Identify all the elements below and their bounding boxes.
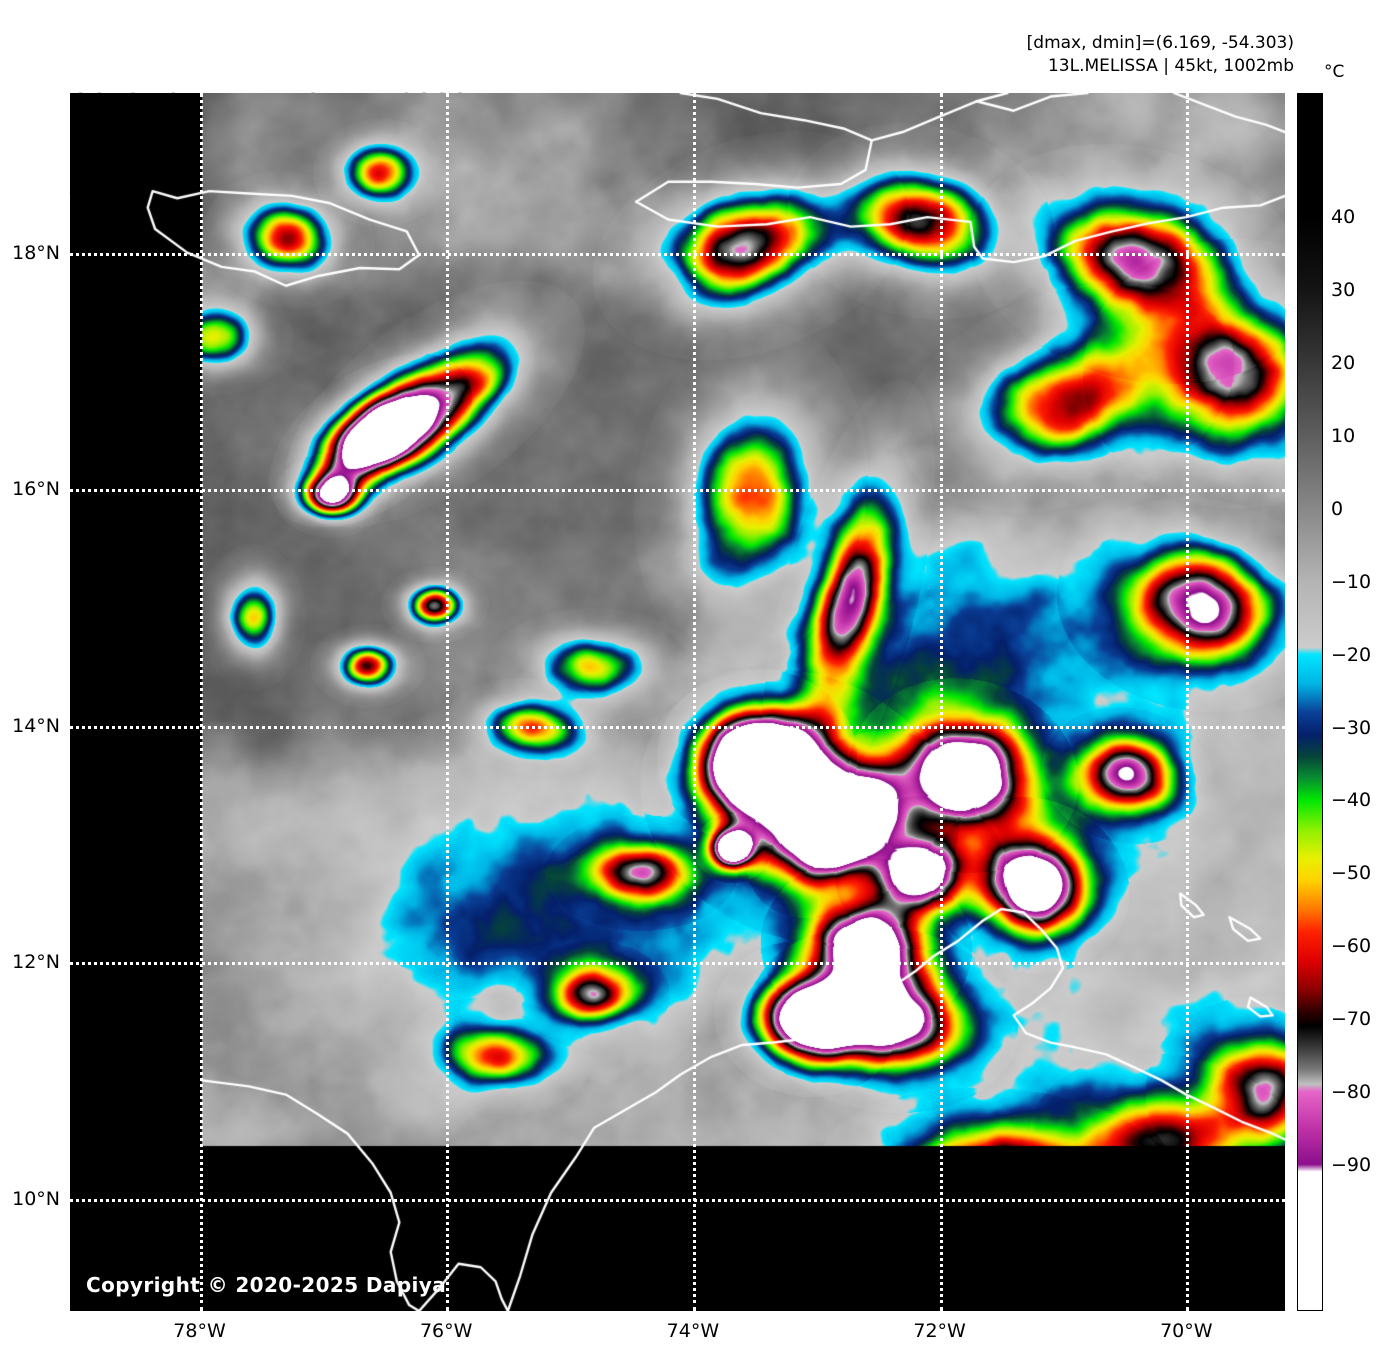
colorbar-tick-label: −60 (1331, 935, 1372, 958)
colorbar-tick-label: −30 (1331, 716, 1372, 739)
lon-tick-label: 78°W (173, 1320, 226, 1342)
colorbar-tick-label: −80 (1331, 1081, 1372, 1104)
lat-tick-label: 12°N (12, 951, 60, 974)
colorbar-tick-label: 20 (1331, 351, 1356, 374)
colorbar-tick-label: 40 (1331, 205, 1356, 228)
colorbar-tick-label: −50 (1331, 862, 1372, 885)
colorbar-gradient (1297, 93, 1323, 1311)
colorbar-tick-label: 10 (1331, 424, 1356, 447)
colorbar-tick-label: 0 (1331, 497, 1344, 520)
colorbar-tick-label: −10 (1331, 570, 1372, 593)
data-range-label: [dmax, dmin]=(6.169, -54.303) (1026, 33, 1294, 53)
lon-tick-label: 74°W (666, 1320, 720, 1342)
lat-tick-label: 14°N (12, 714, 60, 737)
metadata-block: [dmax, dmin]=(6.169, -54.303) 13L.MELISS… (1027, 32, 1294, 79)
colorbar-tick-label: −90 (1331, 1154, 1372, 1177)
satellite-imagery-raster (70, 93, 1285, 1311)
lat-tick-label: 10°N (12, 1187, 60, 1210)
colorbar-unit-label: °C (1324, 62, 1345, 82)
lat-tick-label: 16°N (12, 478, 60, 501)
lon-tick-label: 70°W (1160, 1320, 1213, 1342)
lon-tick-label: 72°W (913, 1320, 966, 1342)
colorbar[interactable] (1297, 93, 1323, 1311)
copyright-notice: Copyright © 2020-2025 Dapiya (86, 1273, 447, 1297)
lat-tick-label: 18°N (12, 241, 60, 264)
colorbar-tick-label: 30 (1331, 278, 1356, 301)
colorbar-tick-label: −20 (1331, 643, 1372, 666)
colorbar-tick-label: −70 (1331, 1008, 1372, 1031)
lon-tick-label: 76°W (419, 1320, 473, 1342)
satellite-map[interactable]: Copyright © 2020-2025 Dapiya (70, 93, 1285, 1311)
colorbar-tick-label: −40 (1331, 789, 1372, 812)
storm-info-label: 13L.MELISSA | 45kt, 1002mb (1047, 56, 1294, 77)
